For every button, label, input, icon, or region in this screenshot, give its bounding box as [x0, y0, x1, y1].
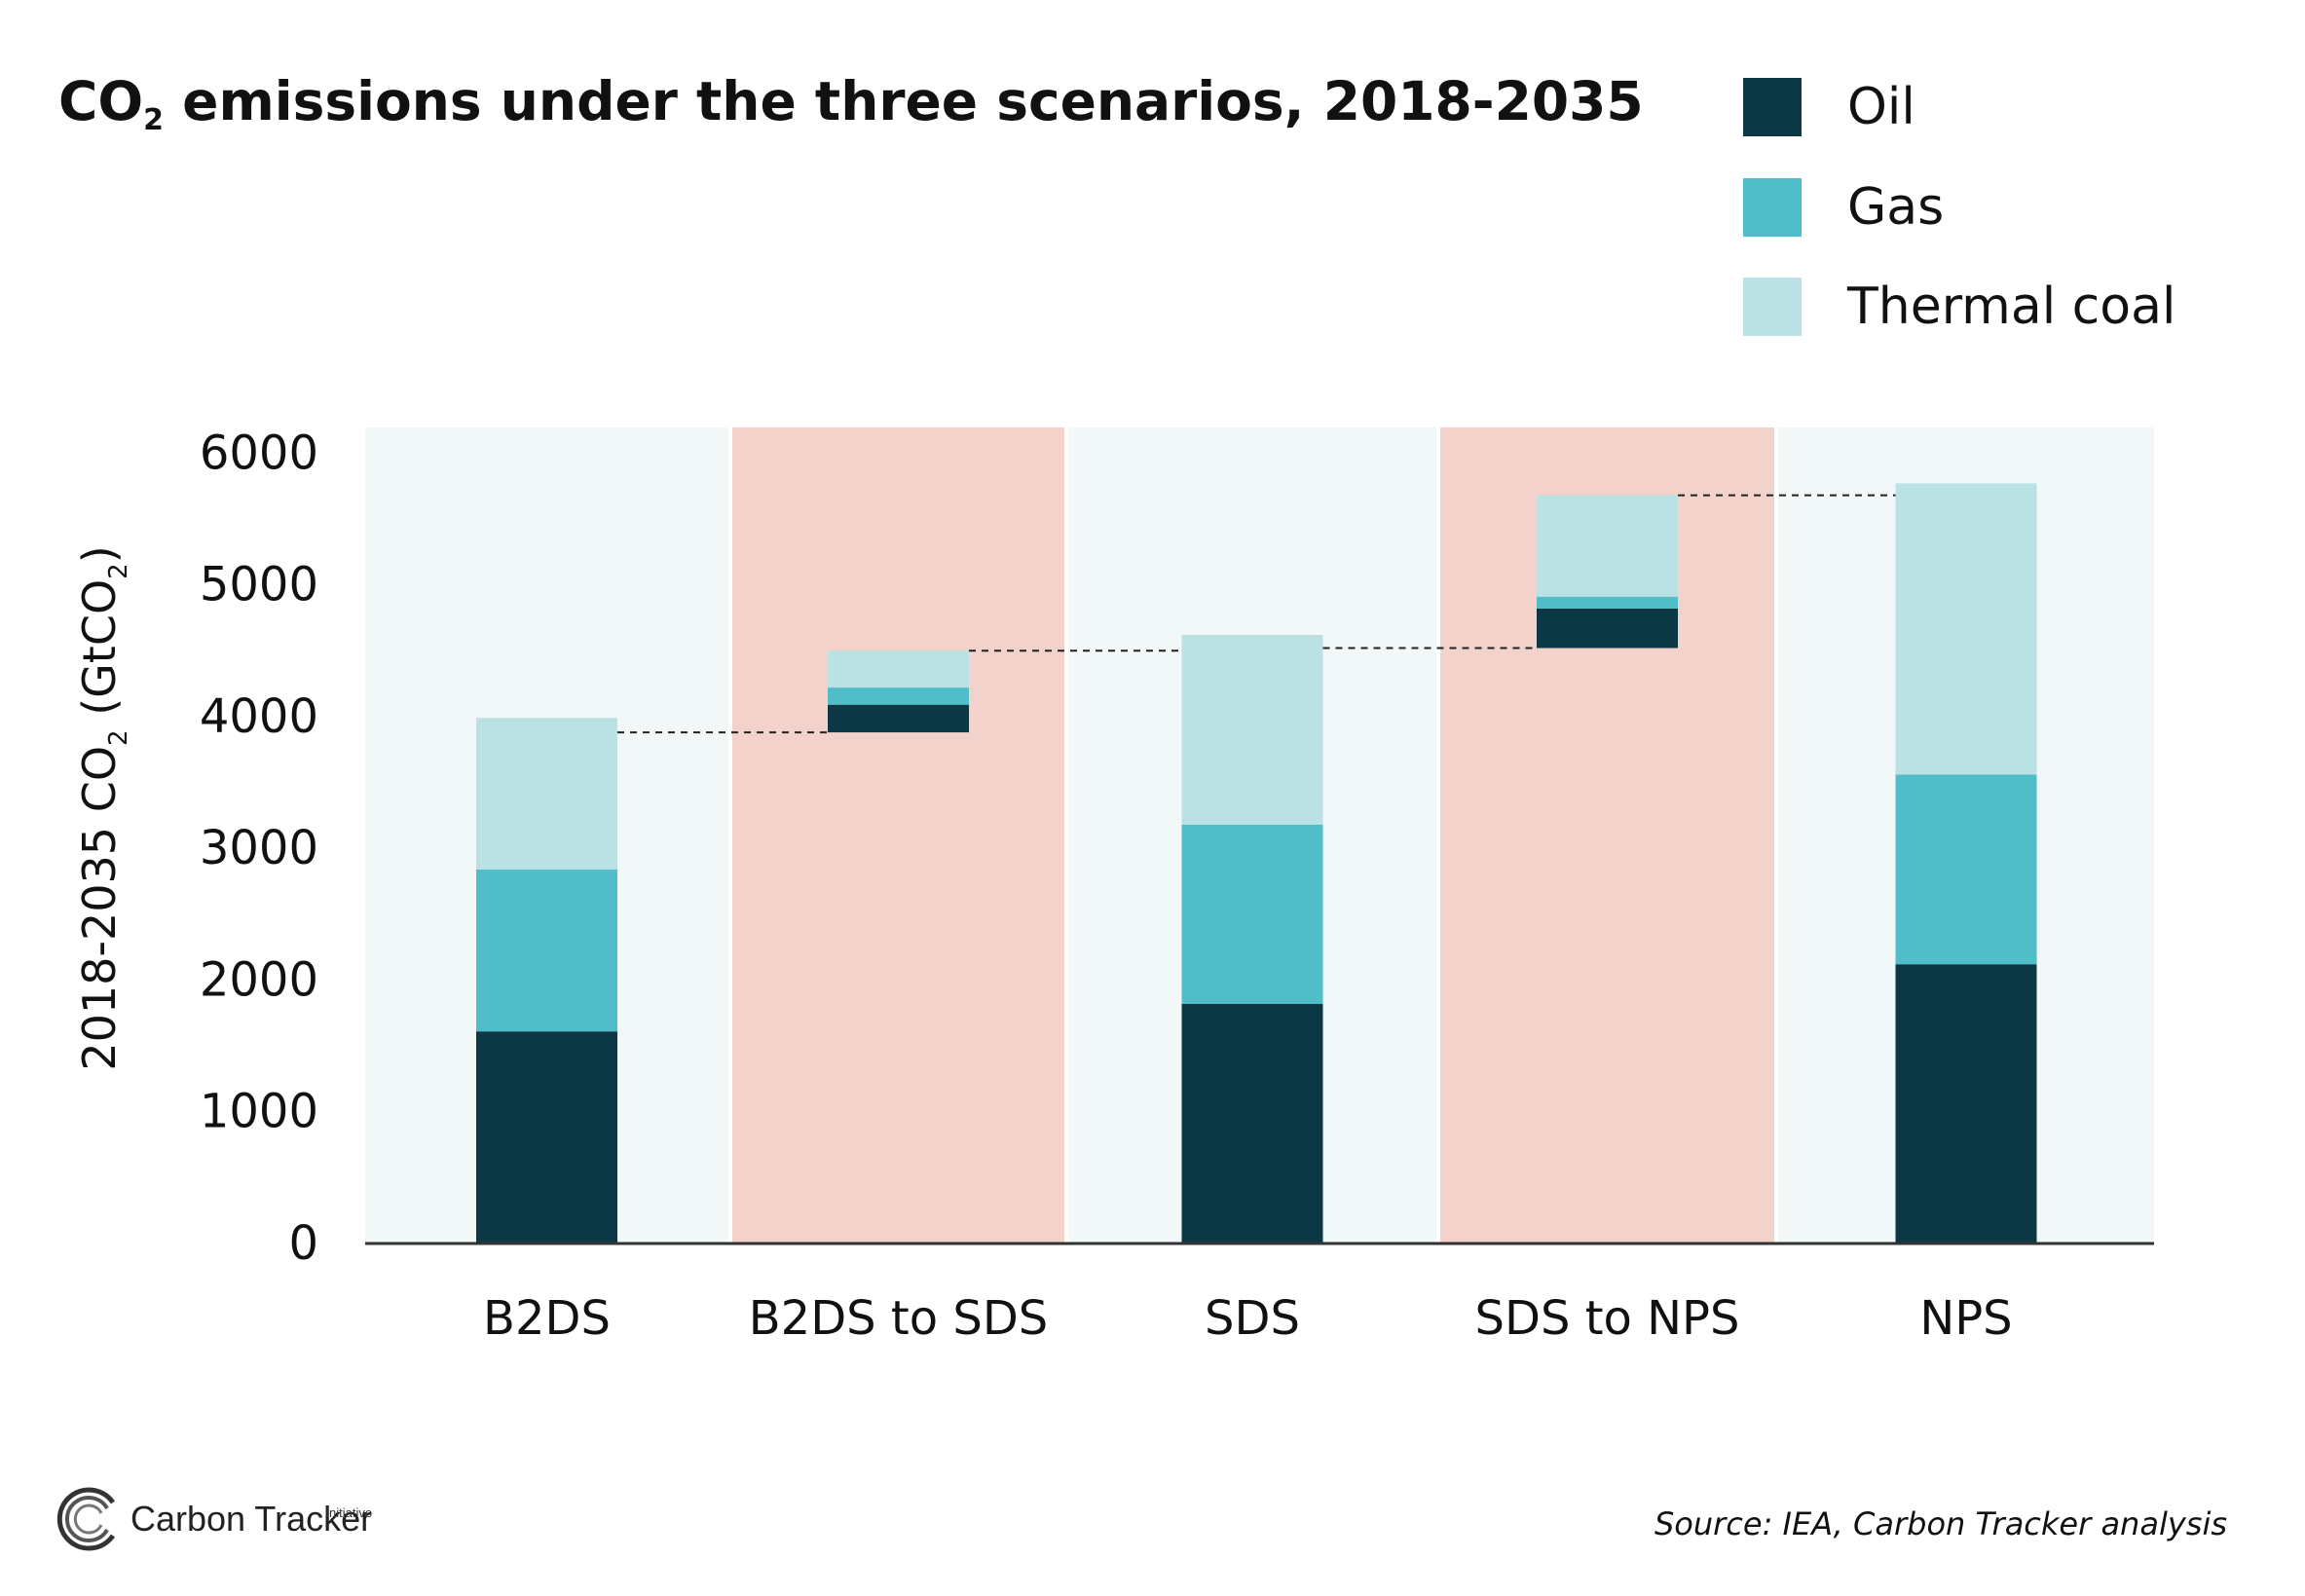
legend-label-gas: Gas: [1847, 178, 1945, 237]
bar-sds-to-nps-oil: [1537, 608, 1678, 649]
bar-sds-to-nps-thermal-coal: [1537, 495, 1678, 597]
y-axis-label: 2018-2035 CO2 (GtCO2): [73, 545, 133, 1070]
y-tick-label: 3000: [200, 821, 318, 875]
bar-sds-gas: [1181, 824, 1323, 1004]
bar-b2ds-to-sds-oil: [828, 704, 969, 733]
bar-b2ds-to-sds-thermal-coal: [828, 650, 969, 688]
bar-b2ds-to-sds-gas: [828, 687, 969, 705]
y-axis-label-subscript: 2: [104, 729, 133, 746]
y-tick-label: 4000: [200, 689, 318, 744]
legend-swatch-oil: [1743, 78, 1802, 136]
y-axis-unit-subscript: 2: [104, 563, 133, 579]
title-subscript: 2: [143, 103, 164, 137]
x-tick-label: SDS to NPS: [1475, 1291, 1740, 1346]
legend-swatch-thermal-coal: [1743, 278, 1802, 336]
title-main: CO: [58, 70, 144, 132]
title-rest: emissions under the three scenarios, 201…: [164, 70, 1644, 132]
y-tick-label: 5000: [200, 558, 318, 612]
bar-b2ds-gas: [476, 869, 617, 1032]
category-band-b2ds-to-sds: [732, 427, 1064, 1243]
bar-b2ds-thermal-coal: [476, 718, 617, 870]
logo-text: Carbon Tracker: [130, 1499, 373, 1539]
carbon-tracker-logo: Carbon Tracker Initiative: [56, 1485, 372, 1553]
y-tick-label: 1000: [200, 1085, 318, 1139]
legend-item-gas: Gas: [1743, 178, 1944, 237]
bar-sds-thermal-coal: [1181, 634, 1323, 825]
x-tick-label: SDS: [1205, 1291, 1300, 1346]
carbon-tracker-logo-mark: [56, 1487, 116, 1551]
y-tick-label: 0: [288, 1216, 318, 1271]
y-tick-label: 6000: [200, 426, 318, 480]
bar-sds-to-nps-gas: [1537, 596, 1678, 609]
x-tick-label: NPS: [1919, 1291, 2012, 1346]
bar-nps-thermal-coal: [1895, 483, 2037, 775]
logo-superscript: Initiative: [325, 1505, 373, 1520]
legend-item-thermal-coal: Thermal coal: [1743, 278, 2175, 336]
chart-title: CO2 emissions under the three scenarios,…: [58, 70, 1644, 137]
x-tick-label: B2DS to SDS: [749, 1291, 1049, 1346]
bar-nps-oil: [1895, 964, 2037, 1243]
legend-label-thermal-coal: Thermal coal: [1847, 278, 2176, 336]
legend-label-oil: Oil: [1847, 78, 1915, 136]
bar-sds-oil: [1181, 1003, 1323, 1243]
legend-item-oil: Oil: [1743, 78, 1915, 136]
bar-nps-gas: [1895, 774, 2037, 965]
legend-swatch-gas: [1743, 178, 1802, 237]
x-tick-label: B2DS: [483, 1291, 611, 1346]
bar-b2ds-oil: [476, 1031, 617, 1243]
y-tick-label: 2000: [200, 952, 318, 1007]
source-note: Source: IEA, Carbon Tracker analysis: [1654, 1505, 2227, 1542]
